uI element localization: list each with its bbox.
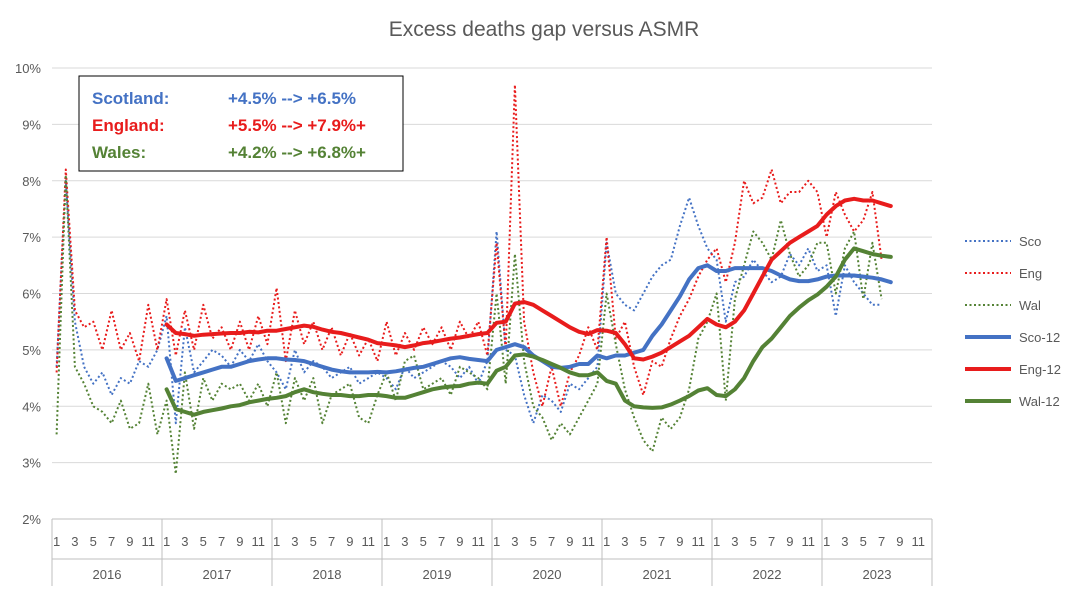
x-month-tick-label: 1: [493, 534, 500, 549]
x-month-tick-label: 3: [291, 534, 298, 549]
annotation-label: England:: [92, 116, 165, 135]
x-month-tick-label: 7: [328, 534, 335, 549]
x-month-tick-label: 9: [676, 534, 683, 549]
legend-label: Eng-12: [1019, 362, 1061, 377]
legend-label: Wal-12: [1019, 394, 1060, 409]
annotation-value: +4.2% --> +6.8%+: [228, 143, 366, 162]
x-month-tick-label: 11: [252, 534, 266, 549]
x-year-label: 2019: [423, 567, 452, 582]
legend-label: Eng: [1019, 266, 1042, 281]
x-month-tick-label: 1: [713, 534, 720, 549]
x-month-tick-label: 9: [896, 534, 903, 549]
y-tick-label: 6%: [22, 287, 41, 302]
x-year-label: 2016: [93, 567, 122, 582]
chart-title: Excess deaths gap versus ASMR: [389, 18, 699, 41]
x-month-tick-label: 3: [621, 534, 628, 549]
x-month-tick-label: 7: [548, 534, 555, 549]
x-month-tick-label: 5: [90, 534, 97, 549]
x-month-tick-label: 7: [878, 534, 885, 549]
legend-label: Wal: [1019, 298, 1041, 313]
x-month-tick-label: 9: [786, 534, 793, 549]
x-month-tick-label: 5: [640, 534, 647, 549]
x-month-tick-label: 11: [142, 534, 156, 549]
x-axis: 1 3 5 7 9 11 1 3 5 7 9 11 1 3 5 7 9 11 1 3 5 7 9 11 1 3 5 7 9 11 1 3 5 7 9…: [51, 518, 933, 586]
x-month-tick-label: 1: [823, 534, 830, 549]
x-month-tick-label: 3: [401, 534, 408, 549]
x-month-tick-label: 3: [731, 534, 738, 549]
x-month-tick-label: 11: [692, 534, 706, 549]
x-month-tick-label: 5: [200, 534, 207, 549]
x-month-tick-label: 9: [236, 534, 243, 549]
x-month-tick-label: 5: [530, 534, 537, 549]
annotation-label: Scotland:: [92, 89, 169, 108]
x-month-tick-label: 11: [912, 534, 926, 549]
legend: Sco Eng Wal Sco-12 Eng-12 Wal-12: [965, 234, 1061, 409]
series-line-eng-12: [164, 196, 893, 362]
y-tick-label: 5%: [22, 343, 41, 358]
x-month-tick-label: 3: [181, 534, 188, 549]
series-line-sco: [55, 179, 882, 425]
annotation-box-frame: [78, 75, 404, 172]
x-year-label: 2018: [313, 567, 342, 582]
annotation-value: +5.5% --> +7.9%+: [228, 116, 366, 135]
annotation-value: +4.5% --> +6.5%: [228, 89, 356, 108]
y-tick-label: 8%: [22, 174, 41, 189]
x-year-label: 2020: [533, 567, 562, 582]
x-month-tick-label: 9: [346, 534, 353, 549]
x-year-label: 2022: [753, 567, 782, 582]
y-axis-ticks: 2% 3% 4% 5% 6% 7% 8% 9% 10%: [15, 61, 41, 527]
series-line-sco-12: [164, 263, 893, 383]
y-tick-label: 4%: [22, 399, 41, 414]
y-tick-label: 9%: [22, 117, 41, 132]
annotation-box: Scotland: +4.5% --> +6.5% England: +5.5% --…: [78, 75, 404, 172]
x-month-tick-label: 11: [472, 534, 486, 549]
x-month-tick-label: 1: [603, 534, 610, 549]
x-month-tick-label: 9: [456, 534, 463, 549]
x-month-tick-label: 9: [566, 534, 573, 549]
x-month-tick-label: 7: [218, 534, 225, 549]
series-lines: [55, 83, 893, 475]
x-month-tick-label: 7: [768, 534, 775, 549]
y-tick-label: 10%: [15, 61, 41, 76]
x-month-tick-label: 3: [511, 534, 518, 549]
x-month-tick-label: 1: [53, 534, 60, 549]
legend-label: Sco-12: [1019, 330, 1060, 345]
annotation-label: Wales:: [92, 143, 146, 162]
legend-label: Sco: [1019, 234, 1041, 249]
y-tick-label: 7%: [22, 230, 41, 245]
series-line-wal: [55, 174, 883, 475]
x-month-tick-label: 5: [860, 534, 867, 549]
x-month-tick-label: 5: [420, 534, 427, 549]
x-month-tick-label: 7: [438, 534, 445, 549]
x-month-tick-label: 1: [383, 534, 390, 549]
y-tick-label: 2%: [22, 512, 41, 527]
x-year-label: 2017: [203, 567, 232, 582]
x-month-tick-label: 11: [802, 534, 816, 549]
x-month-tick-label: 9: [126, 534, 133, 549]
x-month-tick-label: 7: [108, 534, 115, 549]
x-year-label: 2021: [643, 567, 672, 582]
x-month-tick-label: 11: [582, 534, 596, 549]
x-month-tick-label: 5: [750, 534, 757, 549]
x-month-tick-label: 11: [362, 534, 376, 549]
x-year-label: 2023: [863, 567, 892, 582]
x-month-tick-label: 1: [273, 534, 280, 549]
x-month-tick-label: 5: [310, 534, 317, 549]
x-month-tick-label: 3: [71, 534, 78, 549]
x-month-tick-label: 3: [841, 534, 848, 549]
x-month-tick-label: 1: [163, 534, 170, 549]
y-tick-label: 3%: [22, 456, 41, 471]
x-month-tick-label: 7: [658, 534, 665, 549]
series-line-wal-12: [164, 246, 893, 417]
